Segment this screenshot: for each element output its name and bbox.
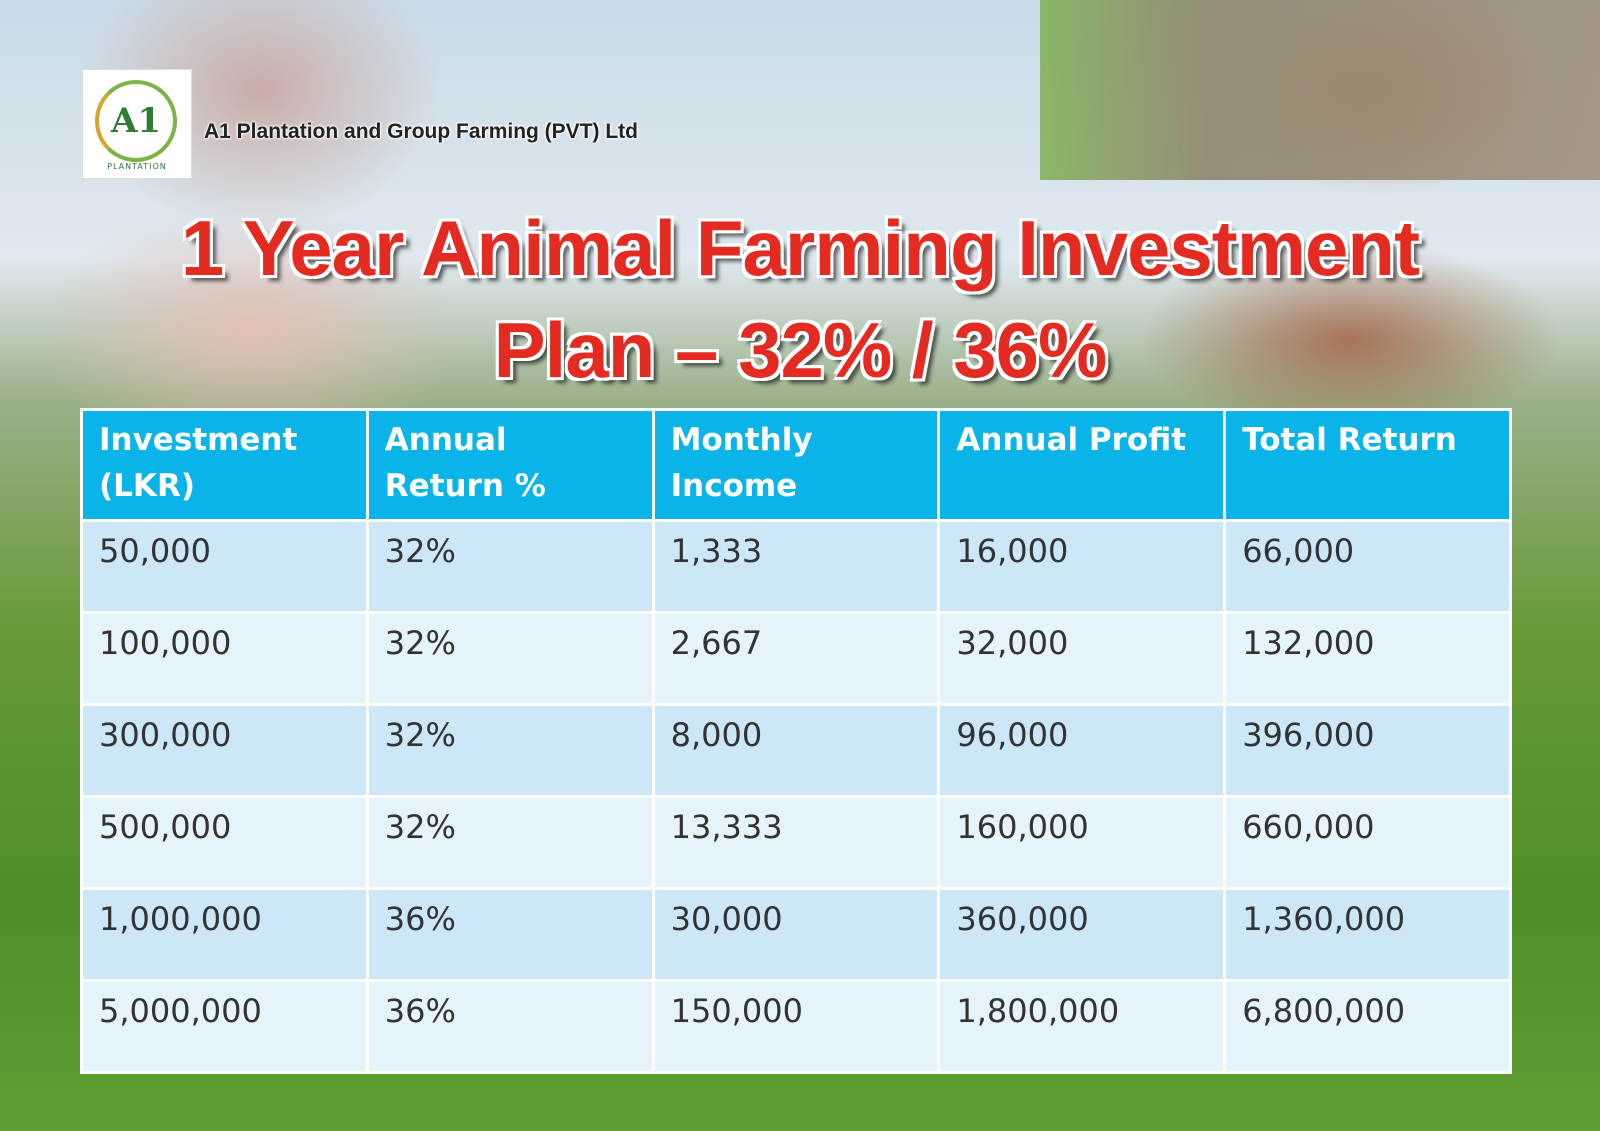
table-cell: 150,000: [651, 979, 941, 1074]
company-name: A1 Plantation and Group Farming (PVT) Lt…: [204, 120, 638, 143]
table-row: 300,000 32% 8,000 96,000 396,000: [80, 703, 1512, 798]
logo-caption: PLANTATION: [107, 162, 167, 171]
table-cell: 66,000: [1223, 519, 1512, 614]
table-cell: 32%: [365, 519, 655, 614]
table-cell: 8,000: [651, 703, 941, 798]
table-row: 100,000 32% 2,667 32,000 132,000: [80, 611, 1512, 706]
table-row: 50,000 32% 1,333 16,000 66,000: [80, 519, 1512, 614]
table-cell: 660,000: [1223, 795, 1512, 890]
table-cell: 32%: [365, 611, 655, 706]
column-header: Monthly Income: [651, 408, 941, 522]
logo-mark: A1: [110, 101, 162, 141]
table-row: 1,000,000 36% 30,000 360,000 1,360,000: [80, 887, 1512, 982]
title: Plan – 32% / 36%: [493, 305, 1109, 395]
table-cell: 1,360,000: [1223, 887, 1512, 982]
table-row: 500,000 32% 13,333 160,000 660,000: [80, 795, 1512, 890]
table-cell: 6,800,000: [1223, 979, 1512, 1074]
table-cell: 32,000: [937, 611, 1227, 706]
table-cell: 1,333: [651, 519, 941, 614]
table-cell: 16,000: [937, 519, 1227, 614]
logo: A1 PLANTATION: [82, 69, 192, 179]
table-row: 5,000,000 36% 150,000 1,800,000 6,800,000: [80, 979, 1512, 1074]
table-cell: 32%: [365, 703, 655, 798]
table-cell: 160,000: [937, 795, 1227, 890]
table-cell: 300,000: [80, 703, 369, 798]
table-cell: 13,333: [651, 795, 941, 890]
table-cell: 5,000,000: [80, 979, 369, 1074]
table-cell: 360,000: [937, 887, 1227, 982]
table-cell: 1,800,000: [937, 979, 1227, 1074]
table-cell: 2,667: [651, 611, 941, 706]
table-cell: 132,000: [1223, 611, 1512, 706]
table-cell: 32%: [365, 795, 655, 890]
table-cell: 96,000: [937, 703, 1227, 798]
table-cell: 396,000: [1223, 703, 1512, 798]
investment-table: Investment (LKR) Annual Return % Monthly I…: [80, 408, 1512, 1074]
table-cell: 1,000,000: [80, 887, 369, 982]
table-cell: 36%: [365, 887, 655, 982]
table-cell: 50,000: [80, 519, 369, 614]
table-cell: 36%: [365, 979, 655, 1074]
table-cell: 500,000: [80, 795, 369, 890]
column-header: Annual Return %: [365, 408, 655, 522]
title: 1 Year Animal Farming Investment: [180, 203, 1421, 293]
column-header: Total Return: [1223, 408, 1512, 522]
header-row: Investment (LKR) Annual Return % Monthly I…: [80, 408, 1512, 522]
column-header: Investment (LKR): [80, 408, 369, 522]
table-cell: 100,000: [80, 611, 369, 706]
column-header: Annual Profit: [937, 408, 1227, 522]
logo-ring: A1: [95, 80, 177, 162]
table-head: Investment (LKR) Annual Return % Monthly I…: [80, 408, 1512, 522]
photo-collage: [1040, 0, 1600, 180]
table-cell: 30,000: [651, 887, 941, 982]
table-body: 50,000 32% 1,333 16,000 66,000 100,000 32% 2,66…: [80, 519, 1512, 1074]
